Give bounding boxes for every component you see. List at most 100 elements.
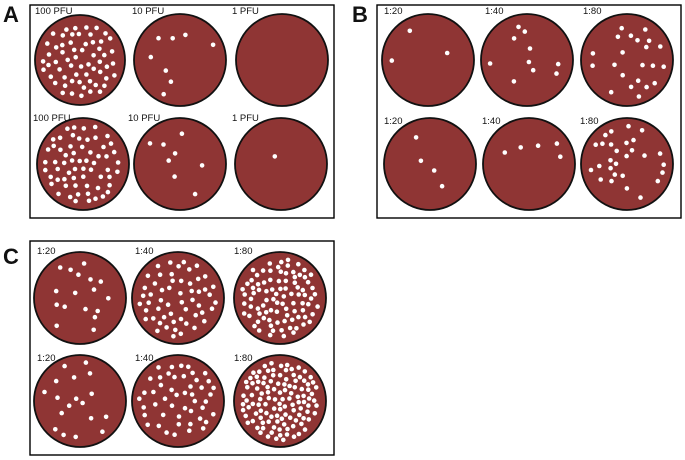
- plaque-spot: [88, 277, 93, 282]
- plaque-spot: [40, 59, 46, 64]
- plaque-spot: [68, 144, 73, 149]
- plaque-spot: [188, 408, 194, 414]
- plaque-spot: [199, 163, 205, 168]
- plaque-spot: [87, 371, 93, 376]
- plaque-spot: [53, 45, 59, 50]
- plaque-spot: [196, 289, 202, 295]
- plaque-spot: [76, 136, 82, 141]
- plaque-spot: [158, 382, 164, 388]
- plaque-spot: [306, 387, 311, 393]
- plaque-spot: [83, 306, 88, 312]
- plaque-spot: [305, 409, 310, 415]
- plaque-spot: [278, 286, 283, 292]
- plaque-spot: [183, 307, 189, 312]
- plaque-spot: [282, 404, 288, 409]
- plaque-spot: [271, 296, 276, 302]
- plaque-spot: [635, 78, 641, 83]
- plaque-spot: [90, 40, 96, 45]
- plaque-spot: [302, 369, 308, 374]
- plaque-spot: [140, 293, 146, 299]
- plaque-spot: [263, 401, 268, 407]
- plaque-spot: [593, 142, 598, 147]
- plaque-spot: [74, 72, 79, 77]
- plaque-spot: [208, 392, 213, 397]
- plaque-spot: [101, 144, 106, 150]
- plaque-spot: [310, 380, 316, 385]
- plaque-spot: [635, 38, 640, 43]
- plaque-spot: [554, 141, 560, 146]
- plaque-layer: [42, 360, 109, 440]
- plaque-spot: [265, 434, 271, 439]
- plaque-spot: [187, 281, 193, 286]
- plaque-spot: [63, 152, 68, 158]
- plaque-spot: [511, 79, 517, 84]
- plaque-spot: [189, 288, 194, 294]
- plaque-spot: [176, 414, 182, 419]
- plaque-spot: [600, 141, 605, 146]
- plaque-spot: [603, 132, 608, 138]
- plaque-spot: [638, 195, 643, 200]
- plaque-spot: [78, 64, 84, 69]
- plaque-spot: [66, 170, 72, 176]
- plaque-spot: [62, 75, 67, 80]
- plaque-spot: [315, 304, 320, 309]
- plaque-spot: [511, 36, 517, 41]
- plaque-spot: [62, 363, 67, 369]
- plaque-spot: [282, 382, 287, 387]
- plaque-spot: [142, 390, 147, 396]
- plaque-spot: [285, 426, 290, 432]
- plaque-spot: [527, 46, 533, 51]
- plaque-spot: [260, 268, 266, 273]
- well-label: 1:40: [135, 353, 154, 364]
- plaque-spot: [296, 314, 301, 320]
- plaque-spot: [55, 166, 60, 172]
- plaque-spot: [93, 196, 98, 201]
- plaque-layer: [487, 24, 561, 84]
- plaque-spot: [248, 304, 254, 309]
- plaque-spot: [267, 261, 273, 266]
- plaque-spot: [293, 418, 299, 423]
- plaque-spot: [73, 198, 78, 204]
- plaque-spot: [608, 165, 613, 171]
- plaque-spot: [155, 328, 160, 334]
- plaque-spot: [66, 403, 72, 409]
- plaque-spot: [196, 303, 202, 308]
- plaque-spot: [251, 290, 256, 296]
- plaque-spot: [246, 405, 251, 410]
- plaque-spot: [192, 325, 197, 331]
- well-label: 1 PFU: [232, 113, 259, 124]
- plaque-spot: [290, 423, 296, 429]
- plaque-spot: [644, 84, 649, 90]
- plaque-spot: [300, 287, 306, 293]
- plaque-spot: [169, 387, 174, 393]
- plaque-spot: [107, 36, 113, 41]
- plaque-spot: [77, 158, 82, 164]
- plaque-spot: [142, 412, 147, 418]
- plaque-spot: [277, 390, 283, 395]
- plaque-spot: [53, 427, 58, 432]
- plaque-spot: [261, 315, 267, 321]
- plaque-spot: [202, 274, 208, 279]
- plaque-layer: [502, 141, 563, 159]
- plaque-spot: [244, 398, 249, 403]
- plaque-spot: [276, 278, 282, 284]
- plaque-spot: [301, 378, 307, 384]
- plaque-spot: [170, 278, 175, 284]
- plaque-spot: [271, 406, 277, 411]
- plaque-spot: [257, 369, 262, 375]
- plaque-spot: [97, 59, 103, 65]
- plaque-spot: [245, 420, 251, 426]
- plaque-spot: [161, 142, 166, 147]
- plaque-spot: [278, 363, 284, 369]
- plaque-spot: [558, 154, 563, 159]
- plaque-spot: [272, 397, 278, 402]
- plaque-spot: [200, 405, 205, 411]
- plaque-spot: [301, 399, 307, 405]
- plaque-spot: [314, 403, 319, 408]
- plaque-spot: [181, 259, 187, 265]
- plaque-spot: [302, 314, 308, 320]
- plaque-spot: [94, 25, 99, 31]
- plaque-spot: [45, 41, 50, 46]
- plaque-spot: [46, 52, 52, 57]
- plaque-spot: [181, 373, 187, 379]
